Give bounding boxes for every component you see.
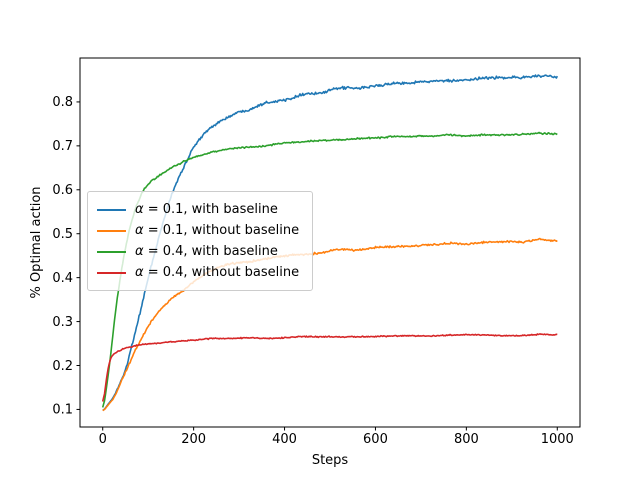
- legend-line-swatch: [97, 229, 126, 232]
- legend-item-0: α = 0.1, with baseline: [97, 203, 303, 216]
- legend-item-3: α = 0.4, without baseline: [97, 266, 303, 279]
- legend-line-swatch: [97, 271, 126, 274]
- y-tick-label: 0.4: [52, 271, 73, 286]
- y-tick-label: 0.5: [52, 227, 73, 242]
- plot-border: [79, 57, 581, 428]
- x-tick-label: 800: [454, 432, 479, 447]
- y-tick-label: 0.8: [52, 95, 73, 110]
- legend-line-swatch: [97, 250, 126, 253]
- legend-label: α = 0.4, without baseline: [135, 265, 300, 280]
- series-line-2: [101, 131, 558, 408]
- legend-line-swatch: [97, 208, 126, 211]
- x-tick-label: 200: [181, 432, 206, 447]
- legend-item-2: α = 0.4, with baseline: [97, 245, 303, 258]
- legend-item-1: α = 0.1, without baseline: [97, 224, 303, 237]
- legend-label: α = 0.4, with baseline: [135, 244, 278, 259]
- y-tick-label: 0.3: [52, 315, 73, 330]
- y-tick-label: 0.6: [52, 183, 73, 198]
- axes-layer: 0 200 400 600 800 1000 0.1 0.2 0.3 0.4 0.5 0.6 0.7 0.…: [52, 57, 581, 447]
- y-tick-label: 0.1: [52, 403, 73, 418]
- legend-label: α = 0.1, with baseline: [135, 202, 278, 217]
- legend: α = 0.1, with baseline α = 0.1, without b…: [87, 191, 313, 291]
- series-line-0: [102, 74, 559, 412]
- x-tick-label: 600: [363, 432, 388, 447]
- x-tick-label: 400: [272, 432, 297, 447]
- y-tick-label: 0.2: [52, 359, 73, 374]
- x-axis-label: Steps: [312, 453, 349, 468]
- curves-layer: [101, 74, 559, 412]
- y-axis-label: % Optimal action: [29, 186, 44, 298]
- x-tick-label: 1000: [541, 432, 574, 447]
- series-line-3: [101, 332, 558, 402]
- x-tick-label: 0: [99, 432, 107, 447]
- series-line-1: [102, 237, 558, 412]
- y-tick-label: 0.7: [52, 139, 73, 154]
- legend-label: α = 0.1, without baseline: [135, 223, 300, 238]
